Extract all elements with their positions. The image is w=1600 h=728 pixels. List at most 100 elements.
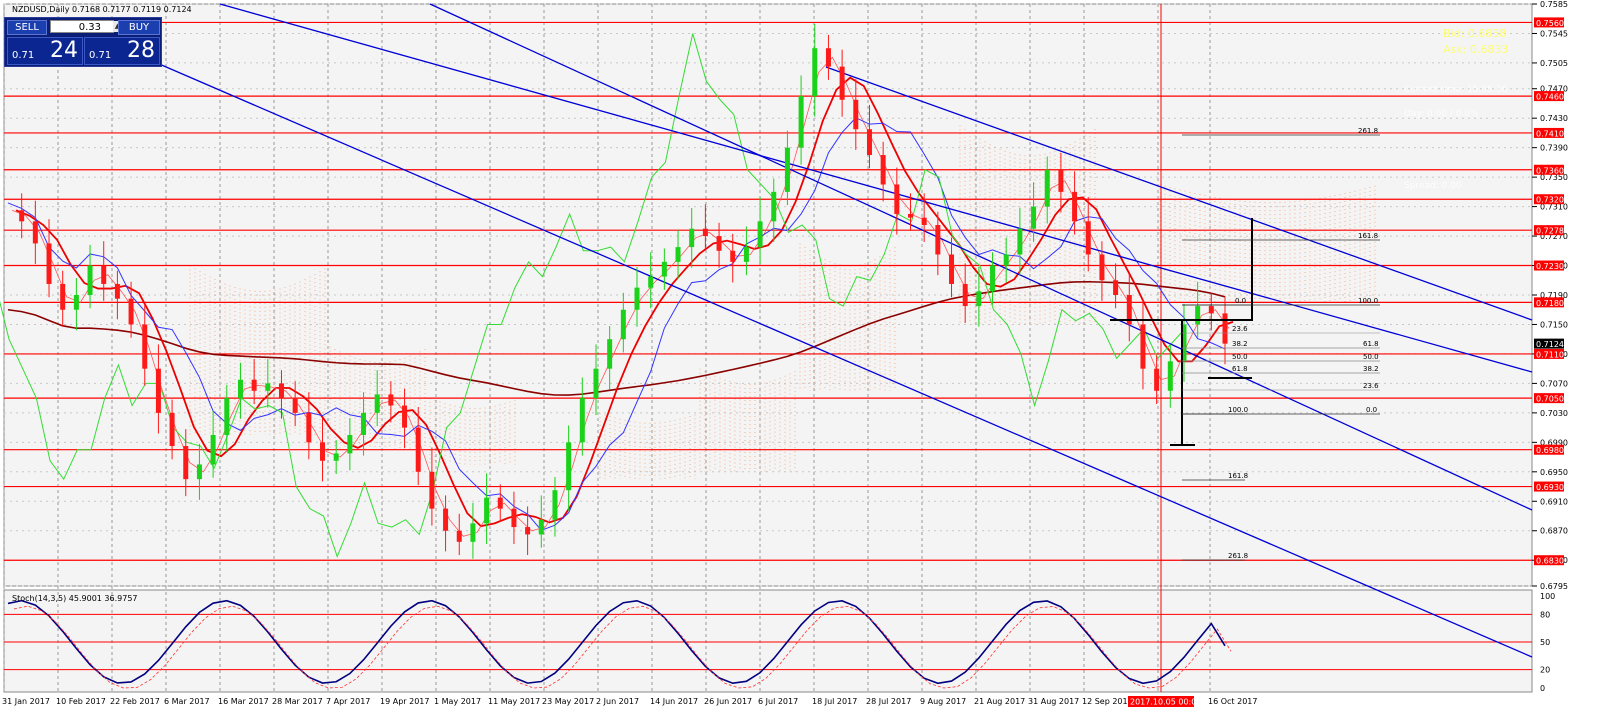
candle-body — [894, 184, 900, 214]
time-label: 31 Aug 2017 — [1028, 697, 1079, 706]
trend-channels[interactable] — [149, 3, 1533, 658]
buy-price-button[interactable]: 0.71 28 — [84, 37, 160, 65]
level-tag-label: 0.7410 — [1536, 129, 1564, 138]
stoch-level-label: 0 — [1540, 684, 1545, 693]
price-tick-label: 0.6950 — [1540, 468, 1568, 477]
candle-body — [361, 412, 367, 435]
time-label: 31 Jan 2017 — [2, 697, 50, 706]
ma-fast-line — [15, 76, 1234, 528]
fib-level-label: 61.8 — [1232, 365, 1248, 373]
candle-body — [757, 221, 763, 248]
level-tag — [1534, 91, 1564, 102]
one-click-trading-panel: SELL ▼ 0.33 ▲ BUY 0.71 24 0.71 28 — [4, 17, 162, 67]
time-cursor-label: 2017.10.05 00:00 — [1130, 698, 1201, 707]
level-tag — [1534, 164, 1564, 175]
stoch-panel[interactable] — [3, 589, 1533, 693]
candle-body — [306, 412, 312, 443]
candle-body — [771, 191, 777, 222]
sell-price-button[interactable]: 0.71 24 — [7, 37, 83, 65]
candle-body — [866, 129, 872, 156]
price-tick-label: 0.7505 — [1540, 59, 1568, 68]
chart-title: NZDUSD,Daily 0.7168 0.7177 0.7119 0.7124 — [12, 5, 192, 14]
info-line: Current time: 15:05:36 — [1404, 85, 1508, 95]
channel-top-line[interactable] — [825, 66, 1533, 321]
time-label: 28 Mar 2017 — [272, 697, 323, 706]
price-tick-label: 0.7070 — [1540, 379, 1568, 388]
price-tick-label: 0.7390 — [1540, 144, 1568, 153]
candle-body — [333, 453, 339, 461]
current-price-tag — [1534, 338, 1564, 349]
price-tick-label: 0.7430 — [1540, 114, 1568, 123]
time-label: 22 Feb 2017 — [110, 697, 160, 706]
fib-anchor-line[interactable] — [1110, 218, 1253, 321]
candle-body — [689, 228, 695, 248]
candle-body — [224, 398, 230, 435]
stochastic-lines — [7, 599, 1232, 689]
buy-button[interactable]: BUY — [118, 20, 160, 35]
candle-body — [128, 298, 134, 325]
sell-price-big: 24 — [50, 38, 78, 63]
channel-middle-line[interactable] — [429, 3, 1533, 511]
candle-body — [812, 48, 818, 97]
sell-button[interactable]: SELL — [7, 20, 47, 35]
price-tick-label: 0.7190 — [1540, 291, 1568, 300]
price-axis: 0.7585 0.7545 0.7505 0.7470 0.7430 0.7390 0.73… — [1532, 0, 1600, 724]
candle-body — [976, 291, 982, 307]
candle-body — [1085, 221, 1091, 255]
candle-body — [702, 228, 708, 237]
candle-body — [183, 446, 189, 480]
stoch-level-label: 20 — [1540, 666, 1550, 675]
candle-body — [1003, 254, 1009, 266]
candle-body — [1113, 280, 1119, 295]
price-tick-label: 0.7270 — [1540, 232, 1568, 241]
level-tag — [1534, 17, 1564, 28]
candle-body — [1099, 254, 1105, 281]
price-tick-label: 0.7585 — [1540, 0, 1568, 9]
time-cursor-tag — [1128, 696, 1194, 707]
fib-level-label: 161.8 — [1358, 232, 1378, 240]
time-label: 16 Oct 2017 — [1208, 697, 1257, 706]
candle-body — [716, 236, 722, 251]
level-tag-label: 0.7110 — [1536, 350, 1564, 359]
info-line: Spread: 0.00 — [1404, 181, 1462, 191]
candle-body — [880, 155, 886, 185]
candle-body — [456, 530, 462, 542]
level-tag-label: 0.6830 — [1536, 557, 1564, 566]
candle-body — [87, 265, 93, 295]
fib-level-label: 0.0 — [1366, 406, 1377, 414]
fib-level-label: 38.2 — [1232, 340, 1248, 348]
fibonacci-tools[interactable]: 261.8 161.8 100.0 0.0 23.6 38.2 61.8 50.0 50.0 61… — [1110, 127, 1380, 561]
candle-body — [1017, 228, 1023, 255]
level-tag — [1534, 393, 1564, 404]
candle-body — [388, 394, 394, 406]
stoch-signal-line — [13, 605, 1232, 689]
fib-level-label: 23.6 — [1363, 382, 1379, 390]
fib-level-label: 100.0 — [1228, 406, 1248, 414]
channel-lower-line[interactable] — [149, 59, 1533, 658]
candle-body — [579, 398, 585, 443]
candle-body — [538, 519, 544, 535]
candle-body — [620, 309, 626, 340]
candle-body — [1072, 191, 1078, 222]
candle-body — [114, 283, 120, 299]
channel-upper-line[interactable] — [219, 3, 1533, 373]
time-label: 6 Jul 2017 — [758, 697, 798, 706]
horizontal-levels[interactable] — [4, 21, 1532, 561]
candle-body — [470, 523, 476, 542]
candle-body — [415, 427, 421, 472]
time-label: 10 Feb 2017 — [56, 697, 106, 706]
lot-up-icon[interactable]: ▲ — [113, 21, 122, 32]
fib-level-label: 38.2 — [1363, 365, 1379, 373]
lot-size-input[interactable]: 0.33 — [50, 20, 114, 33]
candle-body — [196, 464, 202, 480]
price-tick-label: 0.7310 — [1540, 203, 1568, 212]
time-label: 12 Sep 2017 — [1082, 697, 1133, 706]
stoch-level-label: 80 — [1540, 610, 1550, 619]
time-label: 1 May 2017 — [434, 697, 481, 706]
level-tag — [1534, 127, 1564, 138]
candle-body — [155, 368, 161, 413]
candle-body — [648, 276, 654, 288]
time-label: 11 May 2017 — [488, 697, 540, 706]
